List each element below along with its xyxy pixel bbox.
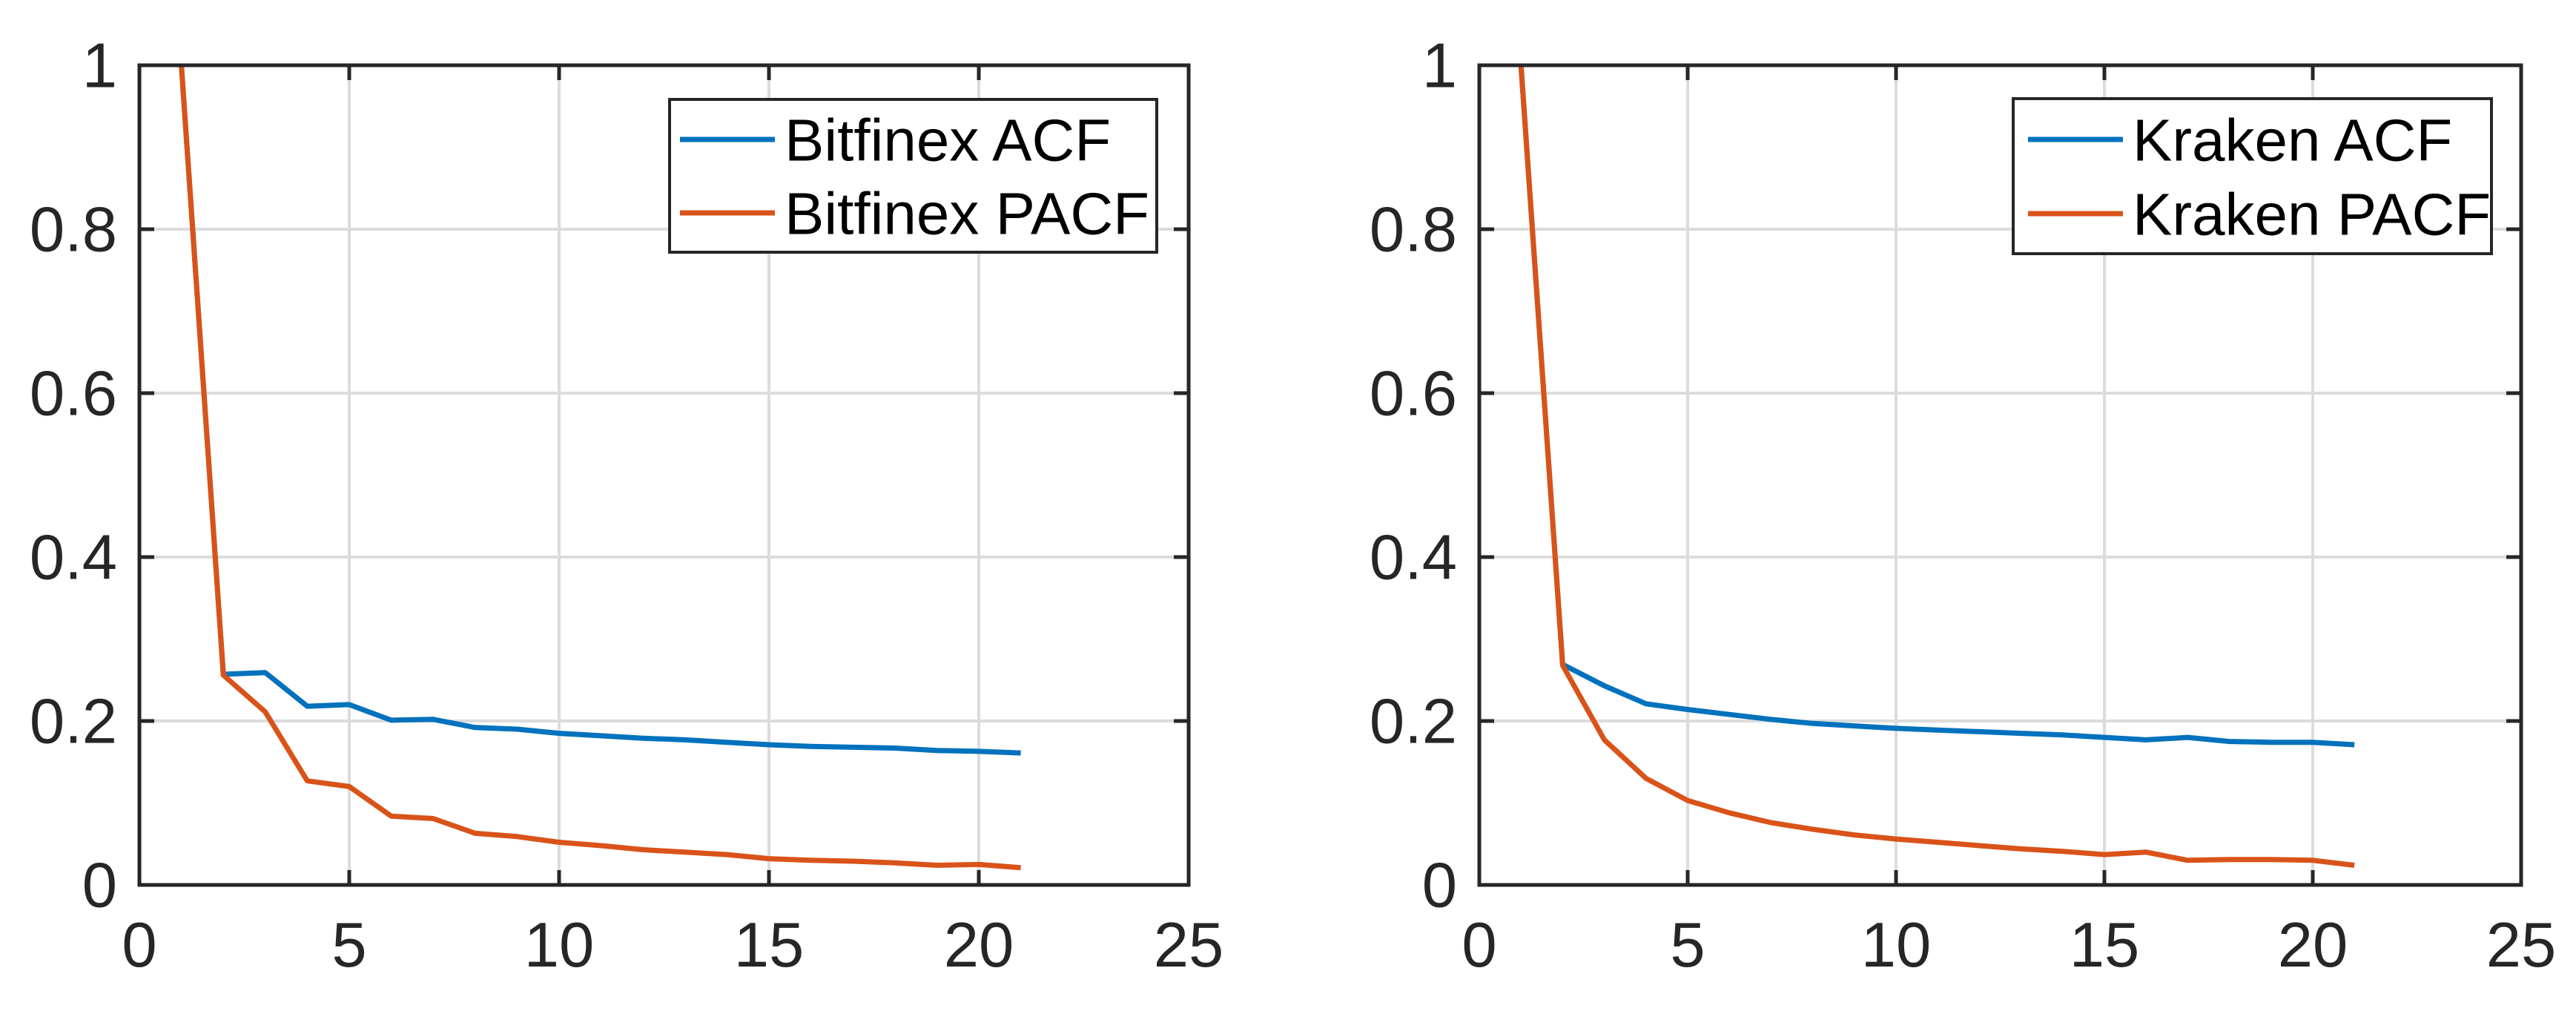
x-tick-label-25: 25 bbox=[2486, 910, 2557, 981]
legend-label-pacf: Bitfinex PACF bbox=[785, 181, 1149, 247]
pacf-series-line bbox=[179, 65, 1021, 871]
legend-entry-pacf: Bitfinex PACF bbox=[680, 181, 1149, 247]
x-tick-label-20: 20 bbox=[944, 910, 1014, 981]
legend-label-pacf: Kraken PACF bbox=[2133, 182, 2491, 248]
legend-entry-pacf: Kraken PACF bbox=[2028, 182, 2491, 248]
legend: Kraken ACF Kraken PACF bbox=[2012, 97, 2493, 255]
y-tick-label-0: 0 bbox=[1422, 851, 1457, 921]
y-tick-label-0.6: 0.6 bbox=[1370, 359, 1457, 429]
x-tick-label-15: 15 bbox=[734, 910, 805, 981]
x-tick-label-5: 5 bbox=[1670, 910, 1705, 981]
x-tick-label-10: 10 bbox=[524, 910, 595, 981]
legend: Bitfinex ACF Bitfinex PACF bbox=[668, 98, 1158, 254]
y-tick-label-0.4: 0.4 bbox=[30, 523, 117, 593]
axis-box bbox=[137, 63, 1191, 887]
x-tick-label-15: 15 bbox=[2070, 910, 2140, 981]
y-tick-label-0.4: 0.4 bbox=[1370, 523, 1457, 593]
x-tick-label-5: 5 bbox=[331, 910, 366, 981]
y-tick-label-0: 0 bbox=[82, 851, 117, 921]
legend-entry-acf: Kraken ACF bbox=[2028, 108, 2452, 174]
pacf-series-line bbox=[1518, 65, 2355, 868]
y-tick-label-0.8: 0.8 bbox=[30, 195, 117, 266]
y-tick-label-1: 1 bbox=[1422, 31, 1457, 102]
x-tick-label-25: 25 bbox=[1154, 910, 1224, 981]
acf-series-line bbox=[179, 65, 1021, 756]
y-tick-label-0.2: 0.2 bbox=[30, 687, 117, 757]
legend-label-acf: Bitfinex ACF bbox=[785, 108, 1111, 174]
axis-box bbox=[1477, 63, 2523, 887]
y-tick-label-0.2: 0.2 bbox=[1370, 687, 1457, 757]
y-tick-label-0.6: 0.6 bbox=[30, 359, 117, 429]
acf-series-line bbox=[1518, 65, 2355, 748]
legend-box bbox=[2012, 97, 2493, 255]
x-tick-label-0: 0 bbox=[122, 910, 156, 981]
x-tick-label-0: 0 bbox=[1462, 910, 1496, 981]
x-tick-label-20: 20 bbox=[2278, 910, 2348, 981]
legend-label-acf: Kraken ACF bbox=[2133, 108, 2452, 174]
y-tick-label-1: 1 bbox=[82, 31, 117, 102]
legend-entry-acf: Bitfinex ACF bbox=[680, 108, 1111, 174]
legend-box bbox=[668, 98, 1158, 254]
x-tick-label-10: 10 bbox=[1861, 910, 1932, 981]
y-tick-label-0.8: 0.8 bbox=[1370, 195, 1457, 266]
